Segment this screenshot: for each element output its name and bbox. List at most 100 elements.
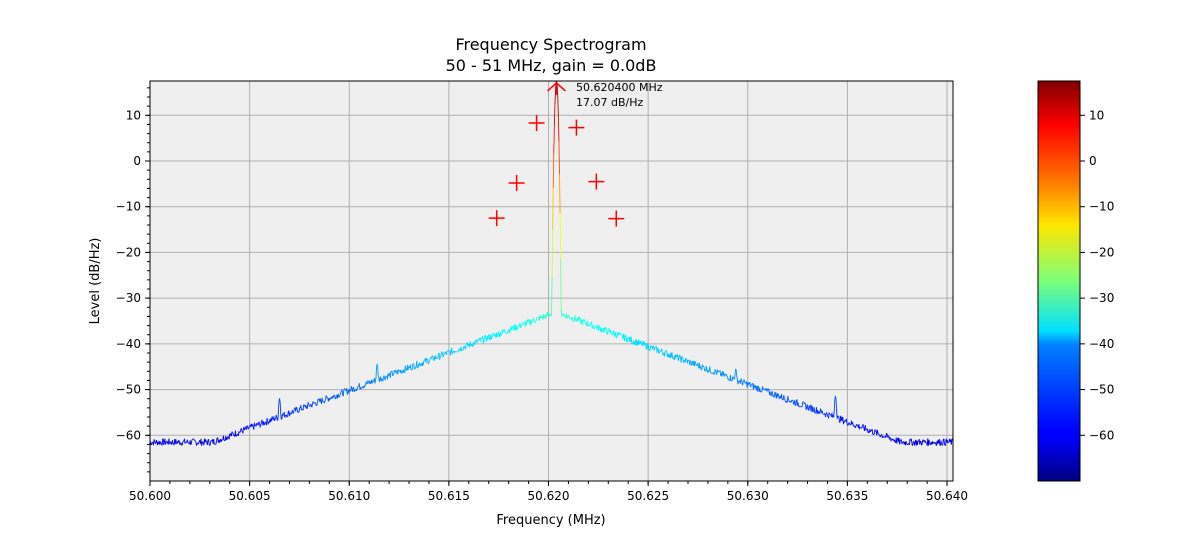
trace-segment (947, 441, 949, 444)
trace-segment (517, 325, 519, 330)
trace-segment (255, 423, 258, 427)
trace-segment (412, 363, 415, 365)
x-tick-label: 50.615 (428, 489, 470, 503)
trace-segment (495, 332, 498, 337)
trace-segment (286, 416, 289, 418)
trace-segment (600, 327, 603, 332)
trace-segment (366, 383, 368, 385)
trace-segment (535, 320, 537, 323)
trace-segment (795, 399, 797, 406)
y-axis: 10 0 −10 −20 −30 −40 −50 −60 (116, 87, 150, 473)
trace-segment (535, 318, 538, 322)
trace-segment (205, 439, 207, 442)
trace-segment (189, 440, 192, 445)
trace-segment (785, 400, 788, 403)
trace-segment (633, 342, 636, 345)
chart-subtitle: 50 - 51 MHz, gain = 0.0dB (446, 56, 657, 75)
trace-segment (836, 408, 838, 419)
trace-segment (886, 433, 889, 438)
trace-segment (848, 422, 851, 425)
trace-segment (896, 440, 898, 444)
trace-segment (732, 376, 734, 378)
trace-segment (864, 425, 867, 430)
trace-segment (480, 337, 482, 339)
trace-segment (605, 327, 608, 332)
trace-segment (160, 442, 162, 445)
trace-segment (809, 404, 812, 411)
trace-segment (506, 332, 508, 334)
trace-segment (744, 381, 747, 384)
trace-segment (556, 85, 559, 99)
trace-segment (806, 404, 809, 410)
x-axis: 50.600 50.605 50.610 50.615 50.620 50.625 50.6… (129, 481, 968, 503)
trace-segment (261, 419, 263, 423)
trace-segment (171, 440, 174, 444)
trace-segment (657, 348, 660, 353)
trace-segment (316, 404, 318, 407)
peak-marker (508, 174, 525, 191)
trace-segment (458, 348, 461, 350)
trace-segment (237, 431, 240, 436)
trace-segment (279, 402, 282, 415)
trace-segment (344, 388, 346, 390)
trace-segment (530, 322, 532, 326)
trace-segment (325, 395, 328, 397)
trace-segment (444, 351, 447, 354)
trace-segment (247, 428, 250, 430)
trace-segment (568, 314, 570, 317)
trace-segment (711, 372, 713, 374)
trace-segment (437, 357, 439, 360)
trace-segment (244, 426, 247, 429)
trace-segment (825, 412, 827, 418)
trace-segment (735, 368, 737, 371)
trace-segment (457, 350, 459, 352)
trace-segment (900, 439, 903, 444)
trace-segment (183, 438, 186, 444)
trace-segment (683, 361, 685, 363)
trace-segment (316, 403, 318, 406)
peak-marker (528, 115, 545, 132)
trace-segment (855, 425, 857, 428)
trace-segment (680, 356, 683, 363)
trace-segment (277, 409, 279, 420)
trace-segment (588, 325, 591, 327)
trace-segment (610, 330, 612, 333)
spectrum-trace (149, 80, 954, 447)
trace-segment (914, 441, 916, 446)
trace-segment (613, 330, 615, 333)
plot-frame (149, 80, 954, 482)
trace-segment (419, 364, 422, 367)
y-tick-label: 0 (133, 154, 141, 168)
peak-marker (588, 173, 605, 190)
trace-segment (295, 406, 298, 409)
trace-segment (551, 229, 554, 278)
trace-segment (614, 332, 617, 336)
trace-segment (793, 402, 795, 405)
trace-segment (235, 430, 237, 437)
trace-segment (339, 392, 342, 395)
trace-segment (906, 443, 908, 445)
colorbar-tick-label: −20 (1089, 245, 1114, 259)
trace-segment (805, 406, 808, 410)
trace-segment (415, 366, 417, 368)
colorbar-tick-label: −10 (1089, 200, 1114, 214)
trace-segment (595, 325, 597, 327)
trace-segment (837, 415, 840, 417)
trace-segment (941, 443, 943, 446)
trace-segment (551, 277, 553, 314)
trace-segment (877, 432, 879, 435)
trace-segment (886, 432, 888, 435)
trace-segment (563, 314, 566, 316)
trace-segment (922, 439, 925, 442)
trace-segment (493, 334, 496, 336)
trace-segment (218, 440, 221, 443)
trace-segment (274, 419, 276, 422)
trace-segment (804, 402, 807, 405)
trace-segment (216, 437, 218, 441)
trace-segment (735, 369, 738, 377)
trace-segment (306, 404, 309, 409)
trace-segment (383, 375, 386, 379)
trace-segment (266, 417, 269, 422)
trace-segment (552, 153, 555, 188)
trace-segment (381, 378, 383, 380)
